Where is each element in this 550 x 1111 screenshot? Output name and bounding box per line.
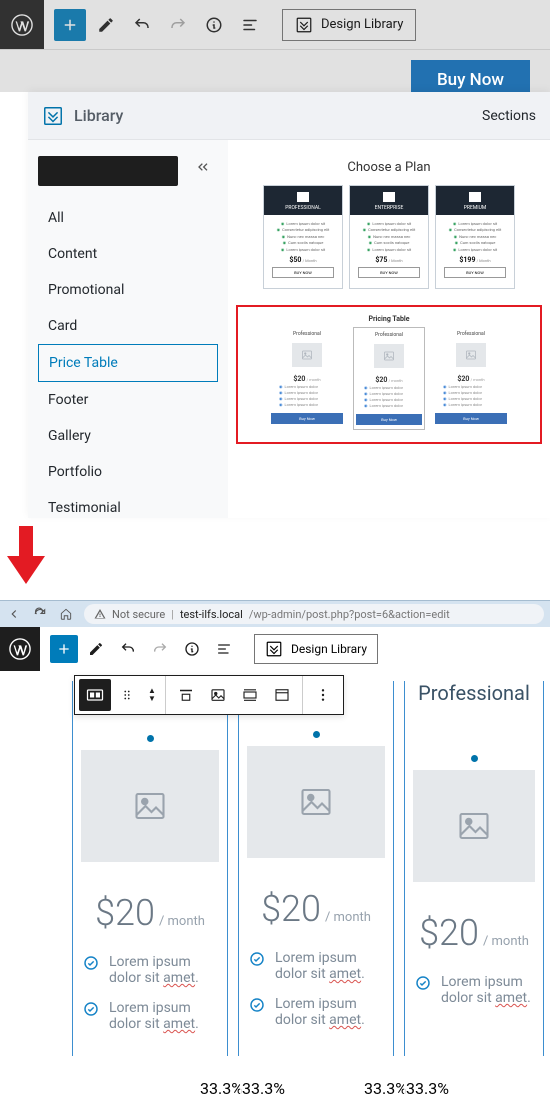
category-price-table[interactable]: Price Table [38, 344, 218, 382]
drag-handle-icon[interactable] [111, 679, 143, 711]
address-bar[interactable]: Not secure | test-ilfs.local/wp-admin/po… [84, 604, 544, 624]
template-preview-choose-plan[interactable]: Choose a Plan PROFESSIONAL Lorem ipsum d… [236, 150, 542, 295]
category-footer[interactable]: Footer [38, 382, 218, 418]
pricing-column-block[interactable]: Professional $20 / month Lorem ipsum dol… [404, 681, 544, 1056]
undo-icon[interactable] [114, 635, 142, 663]
container-icon[interactable] [266, 679, 298, 711]
wordpress-toolbar-bottom: Design Library [0, 627, 550, 671]
column-width-label: 33.3% [362, 1078, 409, 1099]
pricing-column-block[interactable]: $20 / month Lorem ipsum dolor sit amet.L… [72, 681, 228, 1056]
address-host: test-ilfs.local [180, 608, 243, 621]
align-icon[interactable] [170, 679, 202, 711]
collapse-sidebar-icon[interactable] [188, 152, 218, 182]
info-icon[interactable] [178, 635, 206, 663]
category-portfolio[interactable]: Portfolio [38, 454, 218, 490]
browser-refresh-icon[interactable] [32, 606, 48, 622]
library-search-input[interactable] [38, 156, 178, 186]
edit-icon[interactable] [82, 635, 110, 663]
wordpress-logo[interactable] [0, 627, 40, 671]
gutenberg-editor[interactable]: ▲▼ $20 / month Lorem ipsum dolor sit ame… [0, 671, 550, 1111]
browser-back-icon[interactable] [6, 606, 22, 622]
library-sidebar: AllContentPromotionalCardPrice TableFoot… [28, 140, 228, 518]
category-all[interactable]: All [38, 200, 218, 236]
move-arrows[interactable]: ▲▼ [143, 687, 161, 703]
pricing-column: Professional $20 / month Lorem ipsum dol… [353, 327, 425, 430]
design-library-modal: Library Sections AllContentPromotionalCa… [28, 92, 550, 518]
outline-icon[interactable] [210, 635, 238, 663]
flow-arrow-icon [0, 518, 550, 600]
category-content[interactable]: Content [38, 236, 218, 272]
redo-icon[interactable] [146, 635, 174, 663]
category-card[interactable]: Card [38, 308, 218, 344]
pricing-column-block[interactable]: $20 / month Lorem ipsum dolor sit amet.L… [238, 681, 394, 1056]
category-gallery[interactable]: Gallery [38, 418, 218, 454]
plan-card: PREMIUM Lorem ipsum dolor sitConsectetur… [435, 185, 515, 289]
buy-now-button-peek: Buy Now [411, 60, 530, 92]
block-toolbar: ▲▼ [74, 675, 344, 715]
library-previews: Choose a Plan PROFESSIONAL Lorem ipsum d… [228, 140, 550, 518]
add-block-button[interactable] [50, 635, 78, 663]
browser-address-bar: Not secure | test-ilfs.local/wp-admin/po… [0, 601, 550, 627]
column-width-label: 33.3% [198, 1078, 245, 1099]
column-width-label: 33.3% [404, 1078, 451, 1099]
pricing-column: Professional $20 / month Lorem ipsum dol… [435, 331, 507, 430]
template-preview-pricing-table-selected[interactable]: Pricing Table Professional $20 / month L… [236, 305, 542, 444]
library-title: Library [42, 105, 123, 127]
design-library-label: Design Library [291, 642, 367, 656]
plan-card: ENTERPRISE Lorem ipsum dolor sitConsecte… [349, 185, 429, 289]
category-testimonial[interactable]: Testimonial [38, 490, 218, 518]
address-path: /wp-admin/post.php?post=6&action=edit [249, 608, 450, 621]
more-options-icon[interactable] [307, 679, 339, 711]
browser-home-icon[interactable] [58, 606, 74, 622]
column-width-label: 33.3% [240, 1078, 287, 1099]
image-icon[interactable] [202, 679, 234, 711]
design-library-button[interactable]: Design Library [254, 634, 378, 664]
plan-card: PROFESSIONAL Lorem ipsum dolor sitConsec… [263, 185, 343, 289]
pricing-column: Professional $20 / month Lorem ipsum dol… [271, 331, 343, 430]
layout-icon[interactable] [234, 679, 266, 711]
not-secure-label: Not secure [112, 608, 165, 621]
library-tab-sections[interactable]: Sections [482, 108, 536, 124]
block-type-icon[interactable] [79, 679, 111, 711]
category-promotional[interactable]: Promotional [38, 272, 218, 308]
